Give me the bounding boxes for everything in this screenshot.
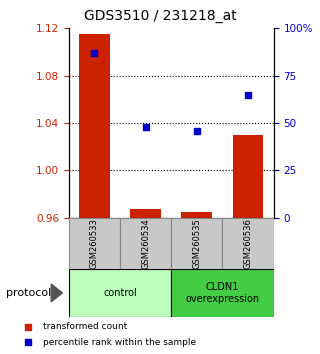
Text: GDS3510 / 231218_at: GDS3510 / 231218_at (84, 9, 236, 23)
Bar (171, 269, 274, 317)
Bar (69, 218, 120, 269)
Bar (233, 135, 263, 218)
Text: percentile rank within the sample: percentile rank within the sample (43, 338, 196, 347)
Bar (69, 269, 171, 317)
Bar (222, 218, 274, 269)
Bar (79, 34, 110, 218)
Text: GSM260536: GSM260536 (244, 218, 252, 269)
Text: GSM260533: GSM260533 (90, 218, 99, 269)
Polygon shape (51, 284, 62, 302)
Bar (130, 210, 161, 218)
Text: GSM260535: GSM260535 (192, 218, 201, 269)
Text: control: control (103, 288, 137, 298)
Bar (171, 218, 222, 269)
Text: protocol: protocol (6, 288, 52, 298)
Text: CLDN1
overexpression: CLDN1 overexpression (185, 282, 260, 304)
Text: GSM260534: GSM260534 (141, 218, 150, 269)
Bar (120, 218, 171, 269)
Bar (181, 212, 212, 218)
Text: transformed count: transformed count (43, 322, 127, 331)
